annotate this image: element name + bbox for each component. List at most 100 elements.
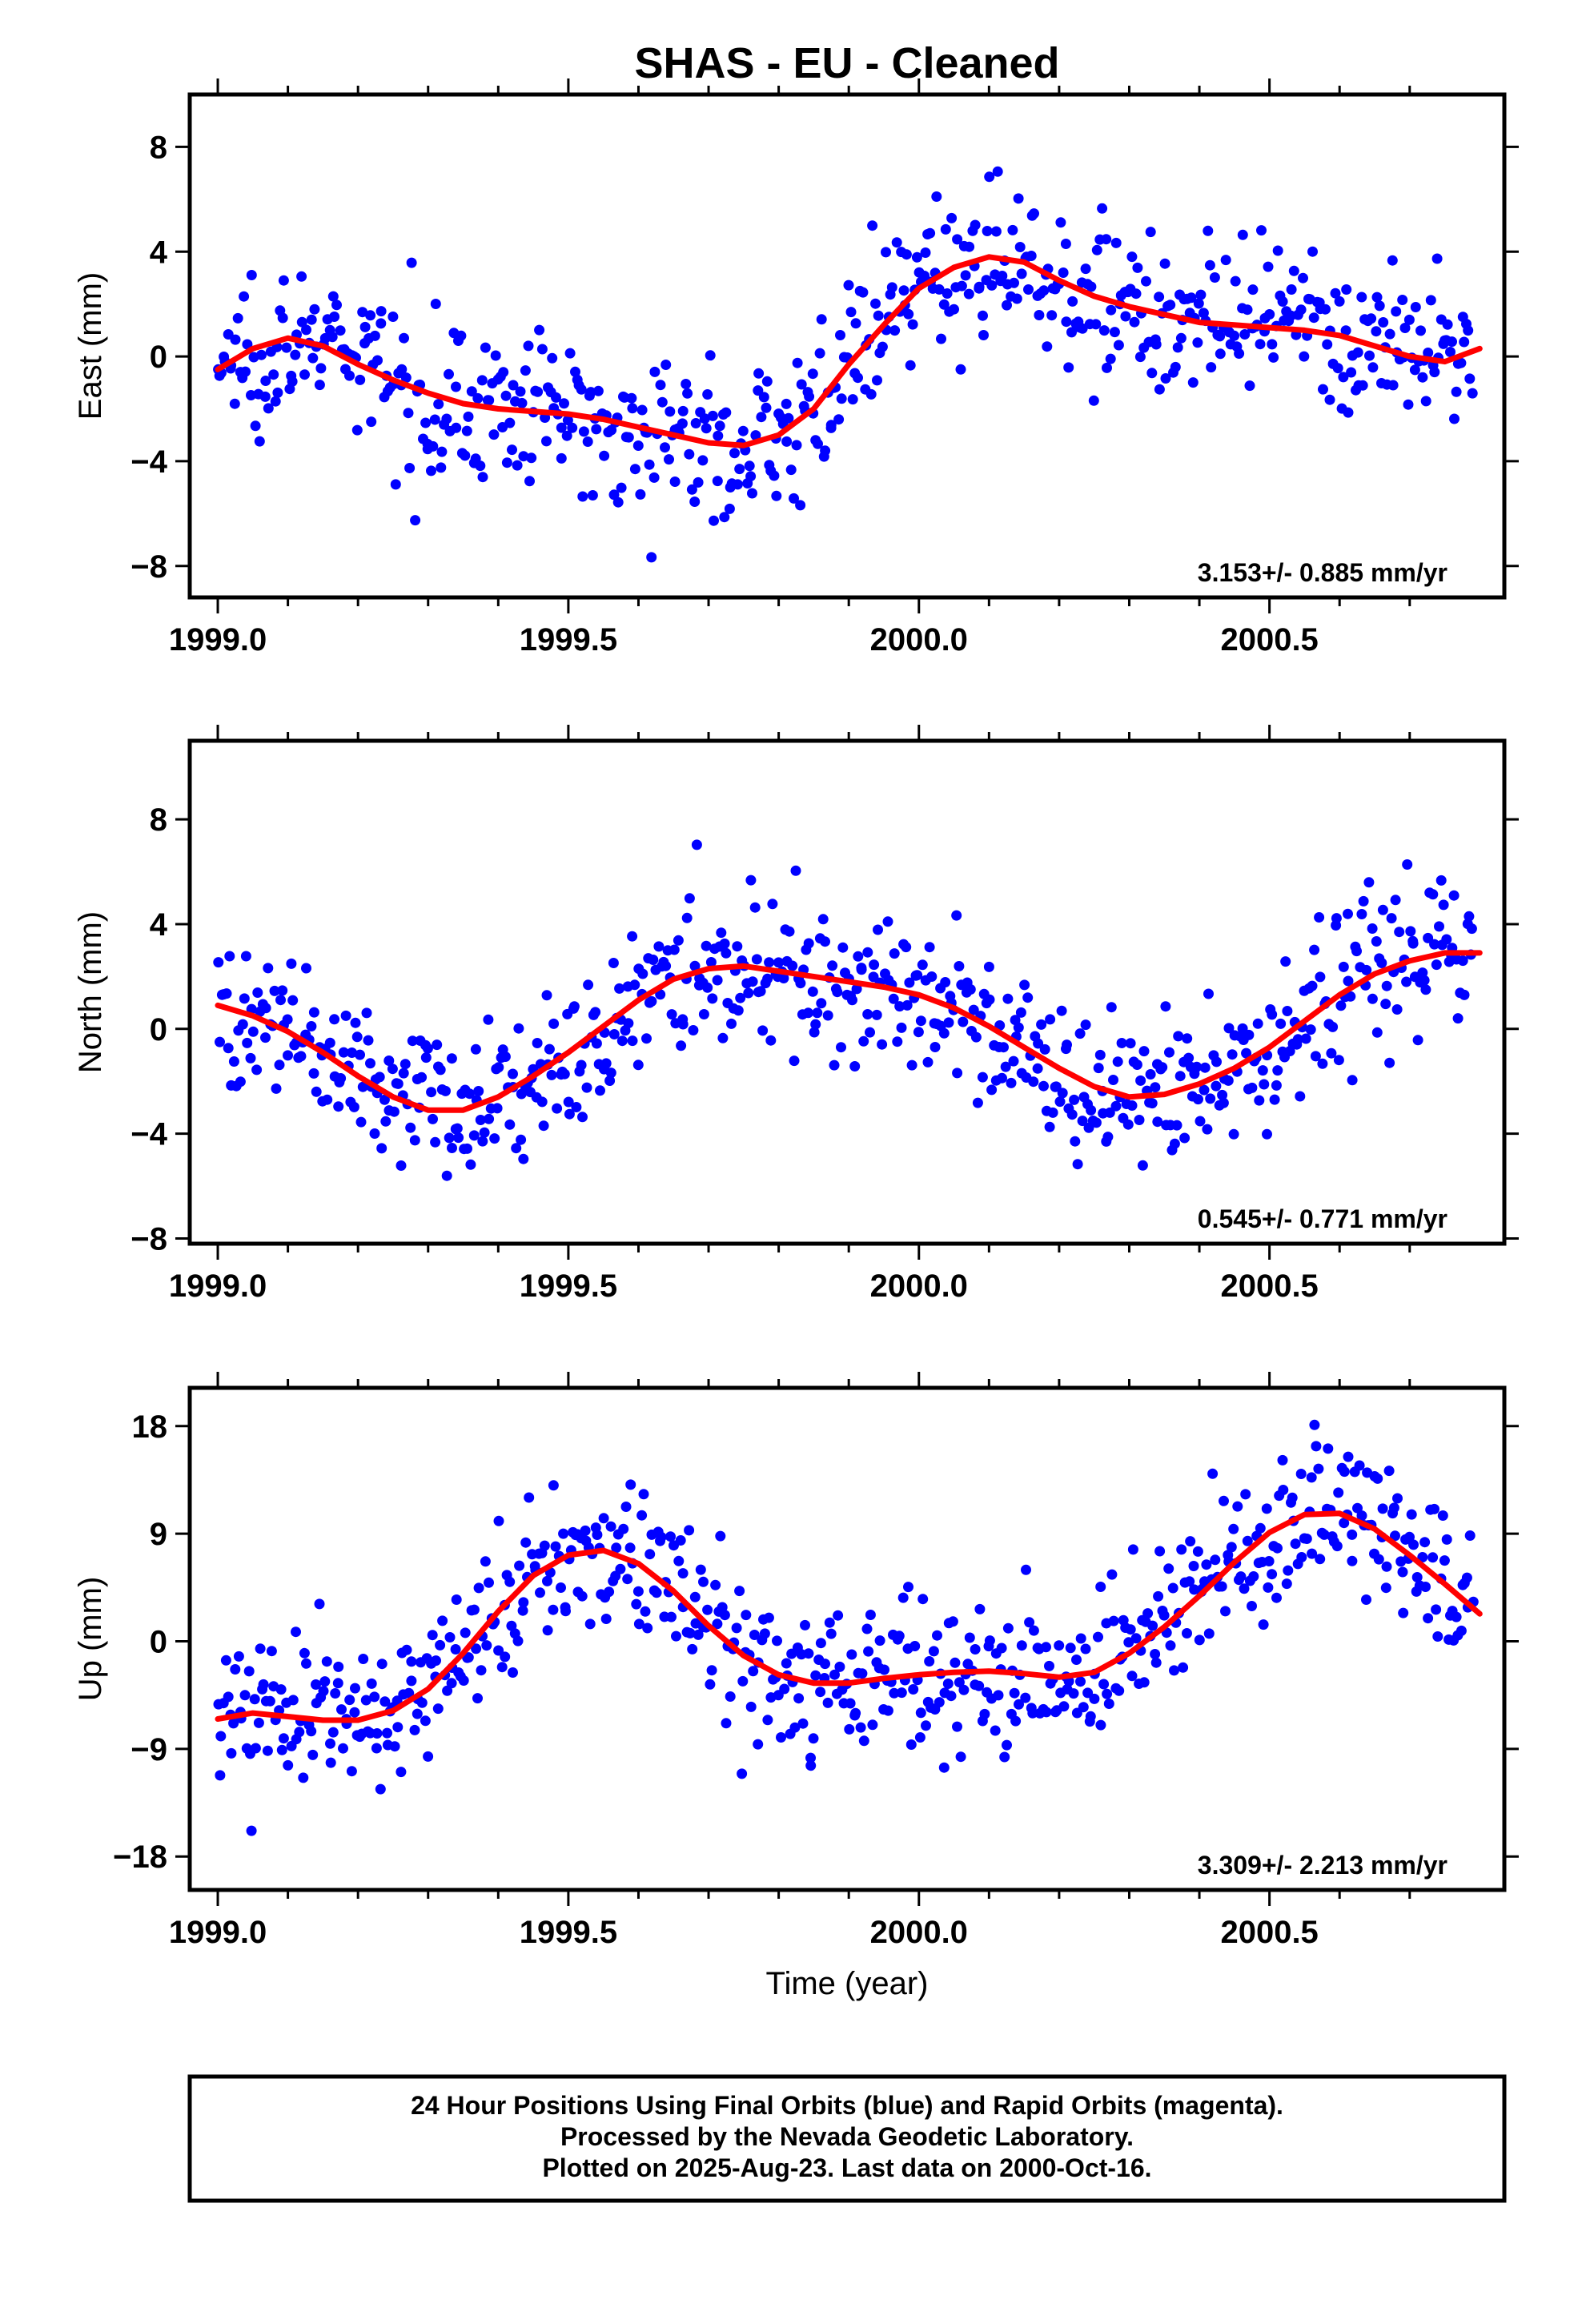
data-point bbox=[820, 936, 830, 947]
data-point bbox=[272, 387, 283, 398]
data-point bbox=[1164, 1047, 1174, 1058]
data-point bbox=[949, 304, 959, 315]
data-point bbox=[1171, 1120, 1182, 1131]
data-point bbox=[542, 1575, 552, 1586]
data-point bbox=[568, 1001, 580, 1012]
data-point bbox=[282, 1014, 293, 1025]
data-point bbox=[1202, 1124, 1213, 1135]
data-point bbox=[472, 1693, 483, 1704]
data-point bbox=[1390, 1530, 1400, 1542]
data-point bbox=[626, 392, 637, 404]
data-point bbox=[410, 515, 421, 526]
data-point bbox=[901, 249, 912, 260]
data-point bbox=[514, 1560, 525, 1571]
data-point bbox=[437, 1615, 448, 1626]
data-point bbox=[886, 282, 897, 293]
data-point bbox=[1130, 1633, 1142, 1644]
data-point bbox=[755, 986, 766, 997]
data-point bbox=[240, 366, 251, 377]
data-point bbox=[1371, 936, 1382, 947]
data-point bbox=[661, 960, 672, 971]
data-point bbox=[327, 291, 339, 302]
data-point bbox=[928, 1646, 939, 1657]
data-point bbox=[1145, 227, 1156, 238]
data-point bbox=[520, 1537, 532, 1548]
data-point bbox=[753, 1739, 764, 1750]
data-point bbox=[637, 968, 648, 979]
chart-title: SHAS - EU - Cleaned bbox=[634, 39, 1059, 87]
east-panel: −8 −4 0 4 8 1999.0 1999.5 2000.0 2000.5 East (mm)… bbox=[73, 78, 1519, 657]
data-point bbox=[215, 1770, 226, 1781]
data-point bbox=[940, 223, 951, 235]
data-point bbox=[879, 1664, 889, 1675]
data-point bbox=[732, 479, 743, 490]
data-point bbox=[629, 464, 640, 475]
data-point bbox=[290, 349, 301, 360]
data-point bbox=[1145, 1069, 1156, 1080]
data-point bbox=[792, 357, 803, 368]
data-point bbox=[1109, 327, 1120, 338]
data-point bbox=[592, 1530, 603, 1540]
data-point bbox=[1193, 1094, 1203, 1105]
data-point bbox=[1459, 989, 1470, 1000]
data-point bbox=[1217, 1089, 1228, 1100]
data-point bbox=[772, 1635, 782, 1647]
data-point bbox=[1283, 1565, 1294, 1576]
data-point bbox=[542, 1625, 553, 1636]
x-tick-label: 1999.5 bbox=[520, 1915, 617, 1950]
data-point bbox=[544, 1043, 555, 1055]
data-point bbox=[518, 451, 529, 462]
data-point bbox=[577, 1112, 588, 1123]
data-point bbox=[1095, 1582, 1106, 1592]
data-point bbox=[1356, 909, 1367, 919]
data-point bbox=[1463, 325, 1474, 336]
y-tick-label: 0 bbox=[150, 1012, 167, 1047]
data-point bbox=[1185, 1536, 1196, 1547]
data-point bbox=[396, 364, 408, 375]
data-point bbox=[380, 1116, 391, 1127]
data-point bbox=[426, 465, 436, 476]
data-point bbox=[968, 1004, 979, 1015]
data-point bbox=[914, 1732, 926, 1743]
data-point bbox=[1173, 1031, 1184, 1042]
data-point bbox=[992, 166, 1003, 177]
data-point bbox=[420, 417, 432, 428]
data-point bbox=[997, 1072, 1007, 1084]
data-point bbox=[1403, 399, 1414, 410]
data-point bbox=[1152, 1116, 1163, 1128]
data-point bbox=[1160, 1001, 1171, 1012]
data-point bbox=[1338, 961, 1349, 972]
data-point bbox=[836, 393, 847, 404]
footer-frame bbox=[187, 2074, 1507, 2203]
data-point bbox=[336, 1704, 347, 1715]
data-point bbox=[1146, 368, 1158, 379]
y-tick-label: −4 bbox=[130, 444, 167, 480]
data-point bbox=[608, 1029, 620, 1039]
data-point bbox=[570, 366, 580, 377]
data-point bbox=[705, 957, 717, 967]
up-rate-label: 3.309+/- 2.213 mm/yr bbox=[1198, 1851, 1447, 1880]
data-point bbox=[1361, 964, 1372, 975]
data-point bbox=[561, 430, 572, 441]
data-point bbox=[1086, 1104, 1097, 1116]
data-point bbox=[833, 414, 845, 425]
data-point bbox=[681, 379, 692, 389]
data-point bbox=[332, 1678, 343, 1689]
data-point bbox=[753, 368, 765, 379]
data-point bbox=[1056, 1005, 1067, 1016]
data-point bbox=[1055, 217, 1066, 228]
data-point bbox=[1102, 1132, 1114, 1143]
data-point bbox=[299, 1647, 310, 1659]
data-point bbox=[990, 226, 1002, 237]
data-point bbox=[237, 1019, 248, 1030]
data-point bbox=[894, 1001, 905, 1012]
data-point bbox=[947, 1616, 958, 1627]
data-point bbox=[552, 1103, 563, 1114]
data-point bbox=[493, 1645, 504, 1656]
data-point bbox=[686, 484, 697, 495]
data-point bbox=[616, 482, 627, 493]
data-point bbox=[632, 440, 644, 451]
x-tick-label: 2000.5 bbox=[1220, 622, 1318, 657]
data-point bbox=[1392, 1493, 1403, 1504]
data-point bbox=[954, 961, 965, 971]
